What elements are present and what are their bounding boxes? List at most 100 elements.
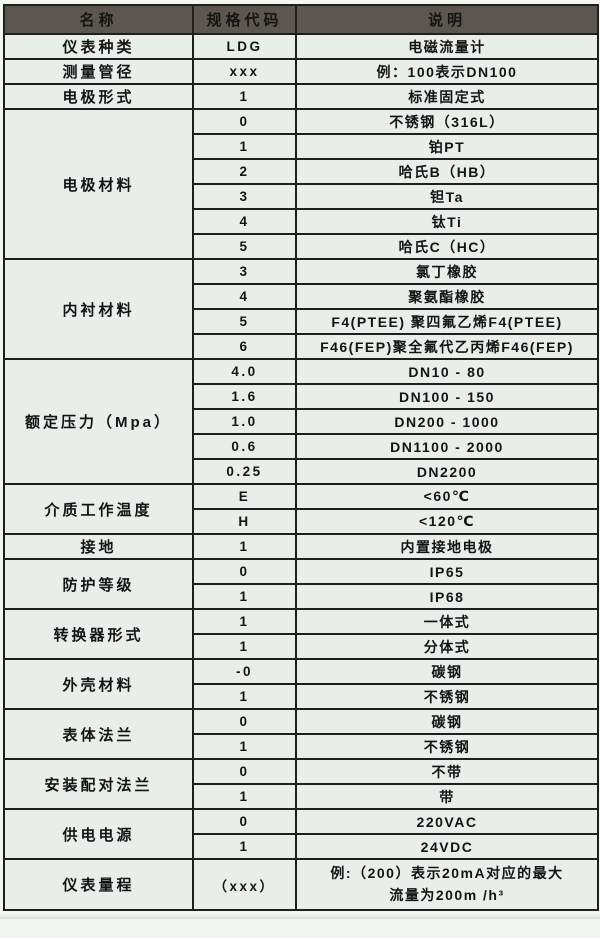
spec-code-cell: 0.25 <box>192 458 297 485</box>
spec-row: 表体法兰 0 碳钢 <box>3 708 599 760</box>
spec-row: 0.25 DN2200 <box>4 458 599 485</box>
spec-row: 4 钛Ti <box>4 208 599 235</box>
spec-row: 外壳材料 -0 碳钢 <box>3 658 599 710</box>
section-name-cell: 介质工作温度 <box>3 483 194 535</box>
section-name-cell: 电极材料 <box>3 108 194 260</box>
spec-row: 6 F46(FEP)聚全氟代乙丙烯F46(FEP) <box>4 333 599 360</box>
spec-description-cell: 标准固定式 <box>295 83 599 110</box>
spec-code-cell: 1 <box>192 133 297 160</box>
spec-description-cell: IP65 <box>295 558 599 585</box>
spec-code-cell: 1 <box>192 633 297 660</box>
spec-row: 1 分体式 <box>4 633 599 660</box>
spec-description-cell: 电磁流量计 <box>295 33 599 60</box>
spec-code-cell: 1 <box>192 608 297 635</box>
col-header-code: 规格代码 <box>192 4 297 35</box>
spec-row: 1 24VDC <box>4 833 599 860</box>
spec-description-cell: 不锈钢（316L） <box>295 108 599 135</box>
spec-code-cell: 1.0 <box>192 408 297 435</box>
spec-code-cell: 1 <box>192 83 297 110</box>
spec-description-cell: 例:（200）表示20mA对应的最大 流量为200m /h³ <box>295 858 599 911</box>
spec-row: 1.0 DN200 - 1000 <box>4 408 599 435</box>
spec-description-cell: 钛Ti <box>295 208 599 235</box>
spec-code-cell: H <box>192 508 297 535</box>
spec-code-cell: -0 <box>192 658 297 685</box>
spec-row: 供电电源 0 220VAC <box>3 808 599 860</box>
spec-table-header: 名称 规格代码 说明 <box>3 4 599 35</box>
col-header-description: 说明 <box>295 4 599 35</box>
spec-code-cell: 1 <box>192 683 297 710</box>
photo-edge-strip <box>0 914 600 919</box>
spec-description-cell: <120℃ <box>295 508 599 535</box>
section-name-cell: 测量管径 <box>3 58 194 85</box>
spec-code-cell: 1.6 <box>192 383 297 410</box>
spec-row: 5 哈氏C（HC） <box>4 233 599 260</box>
spec-table: 名称 规格代码 说明 仪表种类 LDG 电磁流量计 测量管径 xxx 例：100表示DN1… <box>3 4 599 911</box>
spec-description-cell: 例：100表示DN100 <box>295 58 599 85</box>
spec-description-cell: F4(PTEE) 聚四氟乙烯F4(PTEE) <box>295 308 599 335</box>
section-name-cell: 接地 <box>3 533 194 560</box>
section-name-cell: 内衬材料 <box>3 258 194 360</box>
spec-description-cell: 220VAC <box>295 808 599 835</box>
spec-description-cell: 钽Ta <box>295 183 599 210</box>
spec-description-cell: F46(FEP)聚全氟代乙丙烯F46(FEP) <box>295 333 599 360</box>
spec-description-cell: 不带 <box>295 758 599 785</box>
spec-description-cell: 碳钢 <box>295 708 599 735</box>
spec-row: 1.6 DN100 - 150 <box>4 383 599 410</box>
spec-code-cell: E <box>192 483 297 510</box>
spec-row: 额定压力（Mpa） 4.0 DN10 - 80 <box>3 358 599 485</box>
spec-code-cell: 0 <box>192 758 297 785</box>
spec-code-cell: 1 <box>192 533 297 560</box>
spec-table-body: 仪表种类 LDG 电磁流量计 测量管径 xxx 例：100表示DN100 电极形式 1 标准固定… <box>3 33 599 911</box>
spec-code-cell: 1 <box>192 783 297 810</box>
section-name-cell: 供电电源 <box>3 808 194 860</box>
spec-code-cell: 4.0 <box>192 358 297 385</box>
spec-description-cell: 分体式 <box>295 633 599 660</box>
spec-code-cell: 5 <box>192 308 297 335</box>
spec-code-cell: 3 <box>192 183 297 210</box>
spec-code-cell: 1 <box>192 583 297 610</box>
spec-description-cell: DN200 - 1000 <box>295 408 599 435</box>
spec-description-line: 例:（200）表示20mA对应的最大 <box>330 864 564 881</box>
section-name-cell: 表体法兰 <box>3 708 194 760</box>
spec-row: 电极形式 1 标准固定式 <box>3 83 599 110</box>
spec-description-cell: 不锈钢 <box>295 683 599 710</box>
spec-row: 内衬材料 3 氯丁橡胶 <box>3 258 599 360</box>
section-name-cell: 仪表种类 <box>3 33 194 60</box>
section-name-cell: 安装配对法兰 <box>3 758 194 810</box>
spec-row: 1 铂PT <box>4 133 599 160</box>
spec-code-cell: 4 <box>192 208 297 235</box>
spec-code-cell: 0 <box>192 108 297 135</box>
spec-code-cell: 0 <box>192 708 297 735</box>
section-name-cell: 额定压力（Mpa） <box>3 358 194 485</box>
spec-row: 3 钽Ta <box>4 183 599 210</box>
spec-description-cell: 24VDC <box>295 833 599 860</box>
section-name-cell: 防护等级 <box>3 558 194 610</box>
spec-code-cell: 5 <box>192 233 297 260</box>
spec-description-line: 流量为200m /h³ <box>389 886 505 903</box>
spec-code-cell: 0.6 <box>192 433 297 460</box>
spec-description-cell: DN1100 - 2000 <box>295 433 599 460</box>
spec-code-cell: LDG <box>192 33 297 60</box>
spec-description-cell: 内置接地电极 <box>295 533 599 560</box>
spec-code-cell: 3 <box>192 258 297 285</box>
spec-description-cell: 聚氨酯橡胶 <box>295 283 599 310</box>
spec-row: 安装配对法兰 0 不带 <box>3 758 599 810</box>
spec-row: 介质工作温度 E <60℃ <box>3 483 599 535</box>
spec-row: 防护等级 0 IP65 <box>3 558 599 610</box>
col-header-name: 名称 <box>3 4 194 35</box>
spec-row: 仪表种类 LDG 电磁流量计 <box>3 33 599 60</box>
spec-row: 1 不锈钢 <box>4 733 599 760</box>
spec-description-cell: 铂PT <box>295 133 599 160</box>
spec-description-cell: 碳钢 <box>295 658 599 685</box>
spec-description-cell: 哈氏B（HB） <box>295 158 599 185</box>
spec-row: 电极材料 0 不锈钢（316L） <box>3 108 599 260</box>
spec-row: H <120℃ <box>4 508 599 535</box>
spec-description-cell: DN10 - 80 <box>295 358 599 385</box>
spec-code-cell: 0 <box>192 558 297 585</box>
spec-row: 4 聚氨酯橡胶 <box>4 283 599 310</box>
spec-code-cell: 4 <box>192 283 297 310</box>
spec-description-cell: 氯丁橡胶 <box>295 258 599 285</box>
spec-row: 仪表量程 （xxx） 例:（200）表示20mA对应的最大 流量为200m /h³ <box>3 858 599 911</box>
